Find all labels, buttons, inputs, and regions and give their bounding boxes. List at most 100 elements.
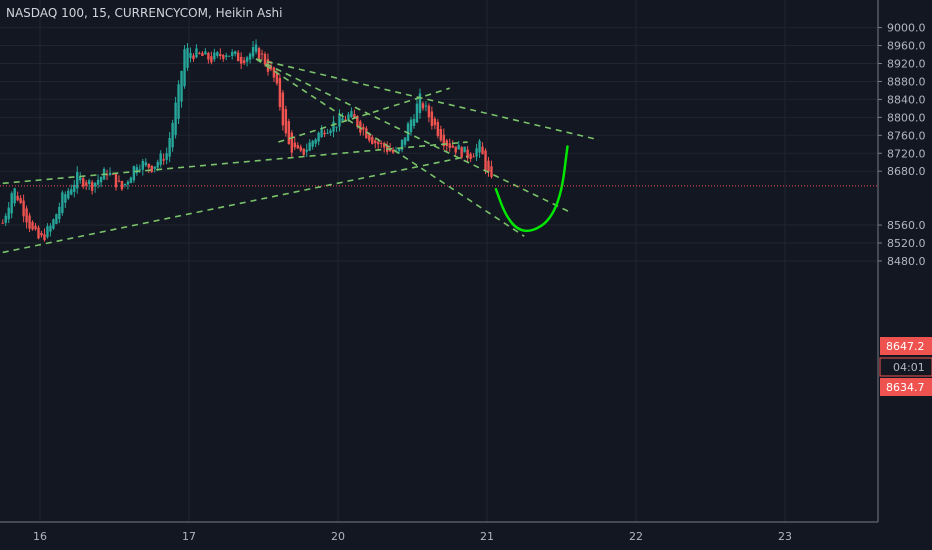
candle-body <box>409 119 413 133</box>
candle-body <box>43 234 46 241</box>
chart-title: NASDAQ 100, 15, CURRENCYCOM, Heikin Ashi <box>6 6 282 20</box>
price-axis-panel[interactable] <box>878 0 932 522</box>
candle-body <box>225 55 228 57</box>
candle-body <box>287 121 291 145</box>
candle-body <box>7 207 10 220</box>
time-tick-label: 20 <box>331 530 345 543</box>
candle-body <box>382 143 386 148</box>
candle-body <box>37 227 40 239</box>
candle-body <box>478 140 481 153</box>
candle-body <box>150 165 153 172</box>
candle-body <box>356 115 359 127</box>
candle-body <box>34 225 37 230</box>
candle-body <box>460 147 463 158</box>
candle-body <box>22 200 25 217</box>
low-price-badge: 8634.7 <box>880 378 932 396</box>
candle-body <box>260 53 264 55</box>
candle-body <box>371 136 374 144</box>
candle-body <box>403 137 407 145</box>
candle-body <box>308 142 311 151</box>
candle-body <box>272 67 276 78</box>
candle-body <box>245 57 249 62</box>
last-price-value: 8647.2 <box>886 340 925 353</box>
candle-body <box>242 60 246 64</box>
candle-body <box>314 139 317 144</box>
candle-body <box>236 52 240 62</box>
candle-body <box>213 52 216 60</box>
time-axis-panel[interactable] <box>0 522 932 550</box>
candle-body <box>114 174 118 188</box>
candle-body <box>320 128 323 138</box>
candle-body <box>64 194 67 203</box>
candle-body <box>168 138 171 157</box>
candle-body <box>418 93 422 114</box>
candle-body <box>165 153 168 160</box>
price-tick-label: 8720.0 <box>887 147 926 160</box>
candle-body <box>198 52 201 54</box>
candle-body <box>153 166 156 169</box>
price-tick-label: 8520.0 <box>887 237 926 250</box>
time-tick-label: 16 <box>33 530 47 543</box>
candle-body <box>278 78 282 108</box>
candle-body <box>96 179 100 185</box>
candle-body <box>424 105 428 107</box>
candle-body <box>156 162 159 168</box>
candle-body <box>46 226 49 238</box>
candle-body <box>10 193 13 214</box>
candle-body <box>147 163 150 168</box>
candle-body <box>311 140 314 147</box>
candle-body <box>222 55 225 59</box>
candle-body <box>192 55 195 60</box>
candle-body <box>275 72 279 84</box>
candle-body <box>439 128 443 141</box>
candle-body <box>76 172 79 189</box>
candle-body <box>52 219 55 229</box>
candle-body <box>457 144 460 150</box>
price-tick-label: 8880.0 <box>887 75 926 88</box>
candle-body <box>195 48 198 58</box>
candle-body <box>290 132 294 153</box>
candle-body <box>73 184 76 192</box>
last-price-badge: 8647.2 <box>880 337 932 355</box>
candle-body <box>323 132 326 135</box>
candle-body <box>138 169 142 171</box>
candle-body <box>189 52 192 58</box>
price-tick-label: 8560.0 <box>887 219 926 232</box>
candle-body <box>61 192 64 213</box>
candle-body <box>436 121 440 136</box>
price-tick-label: 8760.0 <box>887 129 926 142</box>
candle-body <box>448 143 451 148</box>
candle-body <box>25 208 28 223</box>
candle-body <box>216 52 219 56</box>
candle-body <box>108 172 112 175</box>
candle-body <box>174 102 177 136</box>
candle-body <box>466 149 469 159</box>
candle-body <box>180 70 183 102</box>
candle-body <box>58 206 61 220</box>
candle-body <box>40 232 43 236</box>
candle-body <box>248 53 252 60</box>
candle-body <box>481 146 484 155</box>
candle-body <box>463 146 466 153</box>
candle-body <box>4 215 7 223</box>
candle-body <box>487 160 490 172</box>
candle-body <box>159 153 162 165</box>
candle-body <box>350 111 353 118</box>
candle-body <box>475 148 478 157</box>
candle-body <box>302 148 305 155</box>
candle-body <box>490 166 493 178</box>
candle-body <box>469 153 472 159</box>
candle-body <box>84 182 88 186</box>
candle-body <box>391 149 395 153</box>
candle-body <box>105 174 109 176</box>
price-tick-label: 8480.0 <box>887 255 926 268</box>
candle-body <box>353 114 356 118</box>
candle-body <box>228 55 231 57</box>
countdown-value: 04:01 <box>893 361 925 374</box>
annotation-drawing <box>494 145 569 233</box>
time-tick-label: 17 <box>182 530 196 543</box>
candle-body <box>171 122 174 148</box>
candle-body <box>55 214 58 224</box>
